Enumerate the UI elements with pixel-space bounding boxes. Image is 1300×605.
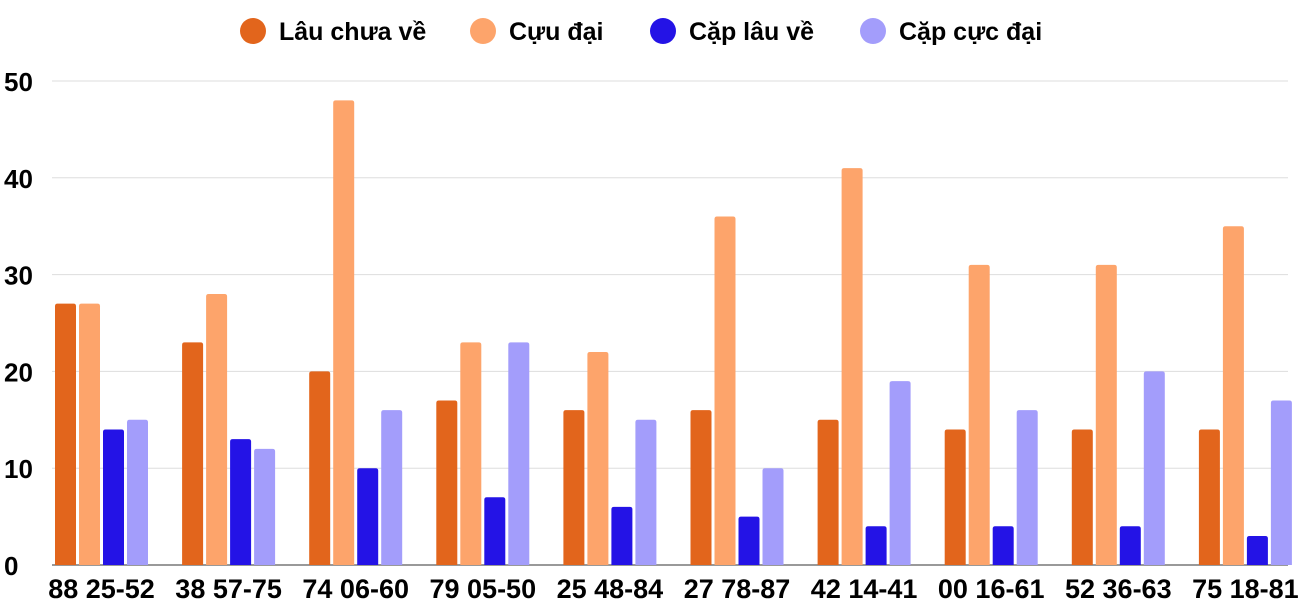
legend-item: Cặp cực đại [860,18,1042,46]
y-tick-label: 0 [4,551,18,581]
bar-group [309,100,403,566]
legend-label: Cựu đại [509,18,604,46]
bar [817,419,839,565]
legend-item: Lâu chưa về [240,18,426,46]
x-tick-label: 27 78-87 [684,574,791,600]
bar-group [1071,264,1165,565]
bar-group [436,342,530,565]
bar [944,429,966,565]
bars [55,100,1292,566]
bar [460,342,482,565]
legend-swatch [470,18,496,44]
x-tick-label: 25 48-84 [557,574,664,600]
bar [103,429,124,565]
bar [1270,400,1292,565]
legend: Lâu chưa về Cựu đại Cặp lâu về Cặp cực đại [240,18,1042,46]
legend-swatch [650,18,676,44]
bar [1198,429,1220,565]
legend-label: Cặp cực đại [899,18,1042,46]
legend-item: Cặp lâu về [650,18,814,46]
bar [714,216,736,565]
bar-group [690,216,784,565]
legend-label: Cặp lâu về [689,18,814,46]
legend-item: Cựu đại [470,18,604,46]
bar [738,516,760,565]
bar [484,497,506,565]
bar [635,419,657,565]
bar [690,410,712,565]
x-tick-label: 42 14-41 [811,574,918,600]
bar [254,448,276,565]
bar [762,468,784,565]
bar [381,410,403,565]
bar [1222,226,1244,565]
legend-swatch [860,18,886,44]
x-tick-label: 75 18-81 [1192,574,1299,600]
x-tick-label: 00 16-61 [938,574,1045,600]
bar [127,419,148,565]
y-axis: 0 10 20 30 40 50 [4,67,33,581]
bar [992,526,1014,565]
bar [968,264,990,565]
bar [587,352,609,565]
bar [182,342,204,565]
x-tick-label: 38 57-75 [175,574,282,600]
x-tick-label: 88 25-52 [48,574,155,600]
bar [436,400,458,565]
bar [889,381,911,565]
bar-group [817,168,911,565]
bar-group [944,264,1038,565]
bar [333,100,355,566]
bar [206,293,228,565]
bar [563,410,585,565]
x-axis: 88 25-52 38 57-75 74 06-60 79 05-50 25 48-84… [48,574,1299,604]
y-tick-label: 50 [4,67,33,97]
bar-group [55,303,148,565]
bar [230,439,252,565]
bar-group [563,352,657,565]
bar-group [1198,226,1292,565]
bar [841,168,863,565]
bar [1119,526,1141,565]
bar [79,303,100,565]
x-tick-label: 52 36-63 [1065,574,1172,600]
bar [611,506,633,565]
y-tick-label: 40 [4,164,33,194]
bar [309,371,331,565]
bar [1071,429,1093,565]
bar [1143,371,1165,565]
y-tick-label: 10 [4,454,33,484]
y-tick-label: 30 [4,261,33,291]
bar [55,303,76,565]
bar [357,468,379,565]
bar-group [182,293,276,565]
bar [1246,535,1268,565]
x-tick-label: 74 06-60 [302,574,409,600]
y-tick-label: 20 [4,357,33,387]
x-tick-label: 79 05-50 [430,574,537,600]
legend-swatch [240,18,266,44]
legend-label: Lâu chưa về [279,18,426,46]
bar [1016,410,1038,565]
bar [865,526,887,565]
bar [508,342,530,565]
bar [1095,264,1117,565]
